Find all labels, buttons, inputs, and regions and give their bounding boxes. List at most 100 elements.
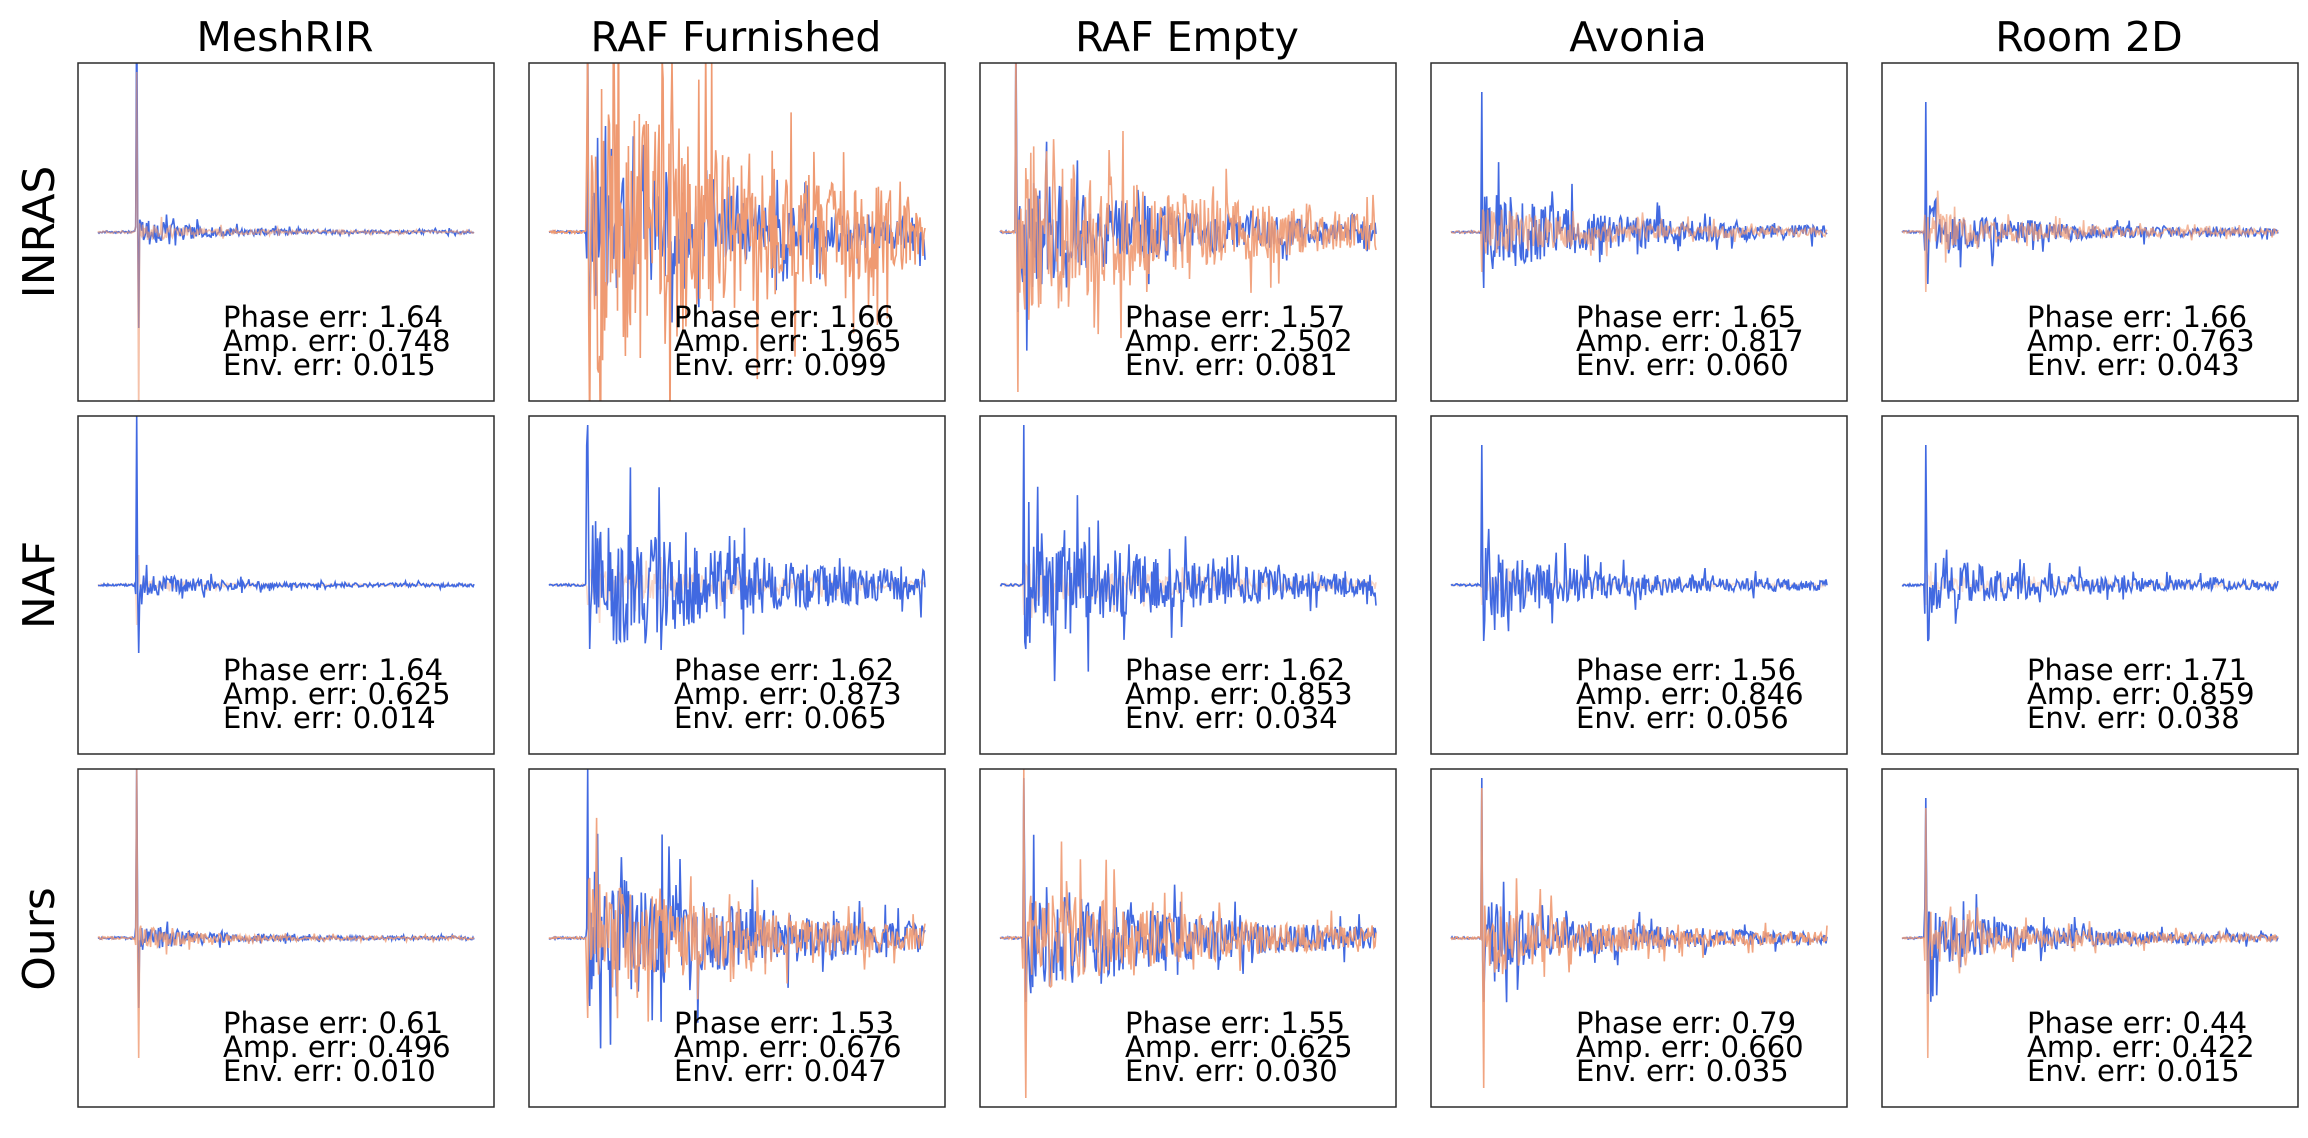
phase-error-label: Phase err: 1.62	[674, 653, 894, 687]
amp-error-label: Amp. err: 0.625	[223, 677, 451, 711]
env-error-label: Env. err: 0.030	[1125, 1054, 1338, 1088]
panel-frame	[77, 62, 495, 402]
phase-error-label: Phase err: 0.61	[223, 1006, 443, 1040]
amp-error-label: Amp. err: 0.873	[674, 677, 902, 711]
env-error-label: Env. err: 0.060	[1576, 348, 1789, 382]
env-error-label: Env. err: 0.099	[674, 348, 887, 382]
reference-waveform	[999, 777, 1377, 1003]
reference-waveform	[97, 416, 475, 654]
panel-frame	[979, 768, 1397, 1108]
column-title: RAF Furnished	[591, 13, 882, 61]
predicted-waveform	[1450, 209, 1828, 273]
reference-waveform	[1450, 444, 1828, 642]
reference-waveform	[1450, 777, 1828, 1003]
phase-error-label: Phase err: 1.66	[2027, 300, 2247, 334]
panel-frame	[528, 62, 946, 402]
amp-error-label: Amp. err: 0.748	[223, 324, 451, 358]
predicted-waveform	[548, 63, 926, 401]
panel-frame	[1430, 62, 1848, 402]
column-title: Avonia	[1569, 13, 1707, 61]
row-labels: INRAS NAF Ours	[14, 166, 65, 991]
column-title: RAF Empty	[1075, 13, 1299, 61]
amp-error-label: Amp. err: 0.853	[1125, 677, 1353, 711]
env-error-label: Env. err: 0.015	[2027, 1054, 2240, 1088]
reference-waveform	[97, 769, 475, 1009]
row-label: INRAS	[14, 166, 65, 299]
phase-error-label: Phase err: 1.57	[1125, 300, 1345, 334]
panel-frame	[1881, 62, 2299, 402]
panel-frame	[528, 768, 946, 1108]
amp-error-label: Amp. err: 0.859	[2027, 677, 2255, 711]
panel-frame	[1881, 415, 2299, 755]
predicted-waveform	[1450, 787, 1828, 1089]
panel-frame	[1430, 415, 1848, 755]
env-error-label: Env. err: 0.010	[223, 1054, 436, 1088]
phase-error-label: Phase err: 1.71	[2027, 653, 2247, 687]
panel-frame	[1881, 768, 2299, 1108]
predicted-waveform	[1901, 807, 2279, 1059]
amp-error-label: Amp. err: 0.676	[674, 1030, 902, 1064]
env-error-label: Env. err: 0.035	[1576, 1054, 1789, 1088]
amp-error-label: Amp. err: 0.496	[223, 1030, 451, 1064]
reference-waveform	[999, 424, 1377, 682]
phase-error-label: Phase err: 1.53	[674, 1006, 894, 1040]
env-error-label: Env. err: 0.043	[2027, 348, 2240, 382]
amp-error-label: Amp. err: 0.422	[2027, 1030, 2255, 1064]
column-title: MeshRIR	[196, 13, 373, 61]
predicted-waveform	[999, 769, 1377, 1099]
panel-frame	[979, 62, 1397, 402]
amp-error-label: Amp. err: 0.846	[1576, 677, 1804, 711]
column-titles: MeshRIR RAF Furnished RAF Empty Avonia R…	[196, 13, 2182, 61]
predicted-waveform	[97, 71, 475, 401]
phase-error-label: Phase err: 0.79	[1576, 1006, 1796, 1040]
phase-error-label: Phase err: 1.56	[1576, 653, 1796, 687]
phase-error-label: Phase err: 1.64	[223, 653, 443, 687]
env-error-label: Env. err: 0.038	[2027, 701, 2240, 735]
env-error-label: Env. err: 0.056	[1576, 701, 1789, 735]
predicted-waveform	[1901, 570, 2279, 606]
amp-error-label: Amp. err: 0.660	[1576, 1030, 1804, 1064]
predicted-waveform	[97, 769, 475, 1059]
column-title: Room 2D	[1995, 13, 2182, 61]
panel-frame	[77, 768, 495, 1108]
env-error-label: Env. err: 0.014	[223, 701, 436, 735]
amp-error-label: Amp. err: 0.763	[2027, 324, 2255, 358]
reference-waveform	[1901, 444, 2279, 642]
phase-error-label: Phase err: 1.62	[1125, 653, 1345, 687]
row-label: Ours	[14, 887, 65, 991]
panel-frame	[979, 415, 1397, 755]
reference-waveform	[548, 424, 926, 651]
env-error-label: Env. err: 0.047	[674, 1054, 887, 1088]
phase-error-label: Phase err: 1.55	[1125, 1006, 1345, 1040]
predicted-waveform	[999, 63, 1377, 393]
env-error-label: Env. err: 0.015	[223, 348, 436, 382]
env-error-label: Env. err: 0.081	[1125, 348, 1338, 382]
phase-error-label: Phase err: 1.65	[1576, 300, 1796, 334]
predicted-waveform	[548, 817, 926, 1022]
phase-error-label: Phase err: 0.44	[2027, 1006, 2247, 1040]
amp-error-label: Amp. err: 0.817	[1576, 324, 1804, 358]
env-error-label: Env. err: 0.034	[1125, 701, 1338, 735]
amp-error-label: Amp. err: 1.965	[674, 324, 902, 358]
reference-waveform	[1901, 101, 2279, 285]
phase-error-label: Phase err: 1.64	[223, 300, 443, 334]
predicted-waveform	[1901, 190, 2279, 293]
panel-frame	[528, 415, 946, 755]
